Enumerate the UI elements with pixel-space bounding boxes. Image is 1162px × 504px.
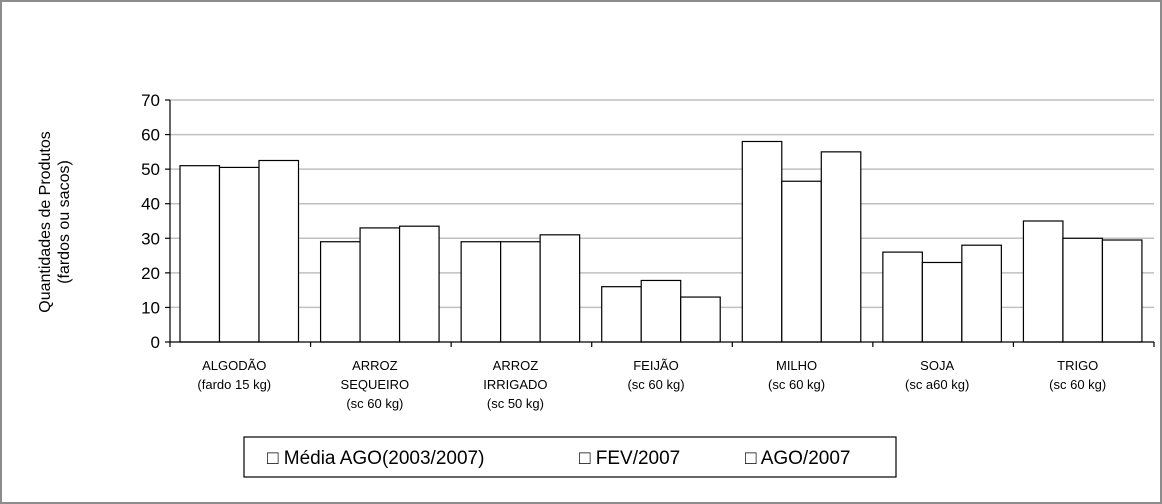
category-label: (sc 60 kg) — [346, 396, 403, 411]
category-label: ARROZ — [352, 358, 398, 373]
bar — [820, 151, 862, 343]
category-label: (sc a60 kg) — [905, 377, 969, 392]
bar — [921, 261, 963, 343]
category-label: SEQUEIRO — [341, 377, 410, 392]
legend-entry: □ Média AGO(2003/2007) — [267, 448, 484, 469]
bar — [961, 244, 1002, 343]
y-axis-title: (fardos ou sacos) — [56, 160, 73, 284]
bar — [1022, 220, 1064, 343]
legend-box — [243, 436, 897, 478]
y-tick-label: 40 — [141, 195, 160, 214]
bar — [258, 159, 300, 343]
y-tick-label: 10 — [141, 298, 160, 317]
category-label: (sc 60 kg) — [627, 377, 684, 392]
y-tick-label: 50 — [141, 160, 160, 179]
bar — [601, 286, 642, 343]
category-label: ALGODÃO — [202, 358, 266, 373]
category-label: FEIJÃO — [633, 358, 679, 373]
category-label: (sc 50 kg) — [487, 396, 544, 411]
y-axis-title: Quantidades de Produtos — [37, 131, 54, 312]
bar — [359, 227, 401, 343]
bar — [500, 241, 541, 343]
category-label: ARROZ — [493, 358, 539, 373]
category-label: (sc 60 kg) — [1049, 377, 1106, 392]
category-label: SOJA — [920, 358, 954, 373]
bar — [781, 180, 822, 343]
legend-entry: □ AGO/2007 — [745, 448, 850, 469]
bar — [640, 279, 682, 343]
bar — [741, 140, 783, 343]
bar — [882, 251, 923, 343]
bar — [218, 166, 260, 343]
category-label: IRRIGADO — [483, 377, 547, 392]
bar — [1101, 239, 1143, 343]
bar — [680, 296, 721, 343]
category-label: TRIGO — [1057, 358, 1098, 373]
category-label: (sc 60 kg) — [768, 377, 825, 392]
category-label: MILHO — [776, 358, 817, 373]
y-tick-label: 70 — [141, 91, 160, 110]
y-tick-label: 30 — [141, 229, 160, 248]
category-label: (fardo 15 kg) — [197, 377, 271, 392]
legend-entry: □ FEV/2007 — [579, 448, 680, 469]
y-tick-label: 20 — [141, 264, 160, 283]
y-tick-label: 0 — [151, 333, 160, 352]
bar — [539, 234, 581, 343]
y-tick-label: 60 — [141, 126, 160, 145]
bar — [179, 165, 221, 343]
bar — [398, 225, 440, 343]
bar — [319, 241, 361, 343]
bar — [1062, 237, 1104, 343]
bar — [460, 241, 502, 343]
